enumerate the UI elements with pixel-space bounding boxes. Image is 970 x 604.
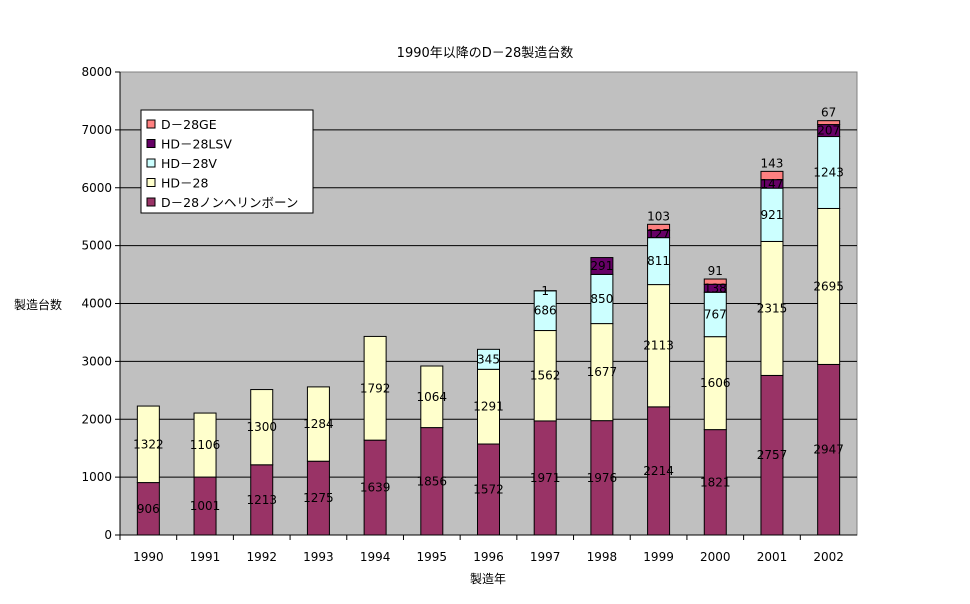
data-label: 1001 bbox=[190, 499, 221, 513]
data-label: 345 bbox=[477, 352, 500, 366]
bar-segment bbox=[136, 405, 160, 484]
x-tick-label: 1995 bbox=[417, 550, 448, 564]
data-label: 921 bbox=[761, 208, 784, 222]
x-tick-label: 1990 bbox=[133, 550, 164, 564]
chart-title: 1990年以降のD－28製造台数 bbox=[397, 46, 574, 61]
y-tick-label: 4000 bbox=[81, 297, 112, 311]
data-label: 767 bbox=[704, 307, 727, 321]
gridlines bbox=[120, 129, 857, 478]
bar-segment bbox=[760, 170, 784, 181]
data-label: 291 bbox=[590, 259, 613, 273]
data-label: 1639 bbox=[360, 481, 391, 495]
x-tick-label: 1996 bbox=[473, 550, 504, 564]
data-label: 143 bbox=[761, 156, 784, 170]
data-label: 103 bbox=[647, 209, 670, 223]
data-label: 1106 bbox=[190, 438, 221, 452]
data-label: 1291 bbox=[473, 400, 504, 414]
data-label: 2757 bbox=[757, 448, 788, 462]
data-label: 2315 bbox=[757, 301, 788, 315]
bar-segment bbox=[363, 335, 387, 441]
x-tick-label: 1991 bbox=[190, 550, 221, 564]
y-tick-label: 5000 bbox=[81, 239, 112, 253]
legend: D－28GE HD－28LSV HD－28V HD－28 D－28ノンヘリンボーン bbox=[140, 109, 314, 214]
y-tick-label: 6000 bbox=[81, 181, 112, 195]
legend-label: HD－28V bbox=[161, 156, 217, 171]
y-axis-label: 製造台数 bbox=[14, 297, 62, 312]
x-tick-label: 2001 bbox=[757, 550, 788, 564]
data-label: 811 bbox=[647, 254, 670, 268]
data-label: 1821 bbox=[700, 475, 731, 489]
x-tick-label: 2002 bbox=[813, 550, 844, 564]
x-tick-label: 2000 bbox=[700, 550, 731, 564]
bar-segment bbox=[817, 120, 841, 126]
data-label: 1572 bbox=[473, 483, 504, 497]
data-label: 1064 bbox=[417, 390, 448, 404]
x-tick-label: 1998 bbox=[587, 550, 618, 564]
data-label: 91 bbox=[708, 264, 723, 278]
x-axis-ticks: 1990 1991 1992 1993 1994 1995 1996 1997 1998 1999… bbox=[119, 535, 844, 564]
data-label: 1243 bbox=[813, 165, 844, 179]
data-label: 850 bbox=[590, 292, 613, 306]
data-label: 906 bbox=[137, 502, 160, 516]
y-tick-label: 3000 bbox=[81, 354, 112, 368]
data-label: 67 bbox=[821, 106, 836, 120]
legend-label: D－28GE bbox=[161, 117, 217, 132]
x-tick-label: 1997 bbox=[530, 550, 561, 564]
legend-label: HD－28 bbox=[161, 176, 208, 191]
data-label: 1606 bbox=[700, 376, 731, 390]
data-label: 1284 bbox=[303, 417, 334, 431]
legend-swatch bbox=[146, 119, 156, 129]
legend-swatch bbox=[146, 178, 156, 187]
data-label: 1275 bbox=[303, 491, 334, 505]
x-tick-label: 1993 bbox=[303, 550, 334, 564]
legend-box bbox=[140, 109, 314, 214]
data-label: 2947 bbox=[813, 443, 844, 457]
x-axis-label: 製造年 bbox=[470, 572, 506, 586]
bar-segment bbox=[590, 257, 614, 275]
data-label: 1562 bbox=[530, 369, 561, 383]
x-tick-label: 1992 bbox=[246, 550, 277, 564]
data-label: 2113 bbox=[643, 339, 674, 353]
data-label: 1300 bbox=[246, 420, 277, 434]
legend-label: D－28ノンヘリンボーン bbox=[161, 195, 298, 210]
y-tick-label: 8000 bbox=[81, 65, 112, 79]
data-label: 1971 bbox=[530, 471, 561, 485]
data-label: 1 bbox=[541, 284, 549, 298]
y-tick-label: 0 bbox=[104, 528, 112, 542]
data-labels: 906 1322 1001 1106 1213 1300 1275 1284 1639 1792 1… bbox=[133, 106, 844, 516]
bar-segment bbox=[420, 365, 444, 429]
bar-segment bbox=[703, 278, 727, 285]
data-label: 1792 bbox=[360, 381, 391, 395]
data-label: 2695 bbox=[813, 279, 844, 293]
bar-segment bbox=[647, 223, 671, 231]
data-label: 207 bbox=[817, 124, 840, 138]
legend-swatch bbox=[146, 158, 156, 168]
x-tick-label: 1999 bbox=[643, 550, 674, 564]
data-label: 2214 bbox=[643, 464, 674, 478]
bar-segment bbox=[250, 389, 274, 466]
data-label: 127 bbox=[647, 227, 670, 241]
legend-swatch bbox=[146, 197, 156, 207]
data-label: 1976 bbox=[587, 471, 618, 485]
data-label: 686 bbox=[534, 304, 557, 318]
data-label: 138 bbox=[704, 281, 727, 295]
bars bbox=[136, 120, 841, 536]
data-label: 1677 bbox=[587, 365, 618, 379]
y-tick-label: 2000 bbox=[81, 412, 112, 426]
y-tick-label: 7000 bbox=[81, 123, 112, 137]
y-axis-ticks: 0 1000 2000 3000 4000 5000 6000 7000 8000 bbox=[81, 65, 857, 542]
x-tick-label: 1994 bbox=[360, 550, 391, 564]
bar-segment bbox=[477, 348, 500, 370]
data-label: 1213 bbox=[246, 493, 277, 507]
legend-label: HD－28LSV bbox=[161, 137, 232, 152]
data-label: 147 bbox=[761, 177, 784, 191]
legend-swatch bbox=[146, 139, 156, 148]
bar-segment bbox=[193, 412, 217, 478]
data-label: 1856 bbox=[417, 474, 448, 488]
data-label: 1322 bbox=[133, 437, 164, 451]
bar-segment bbox=[306, 386, 330, 462]
y-tick-label: 1000 bbox=[81, 470, 112, 484]
